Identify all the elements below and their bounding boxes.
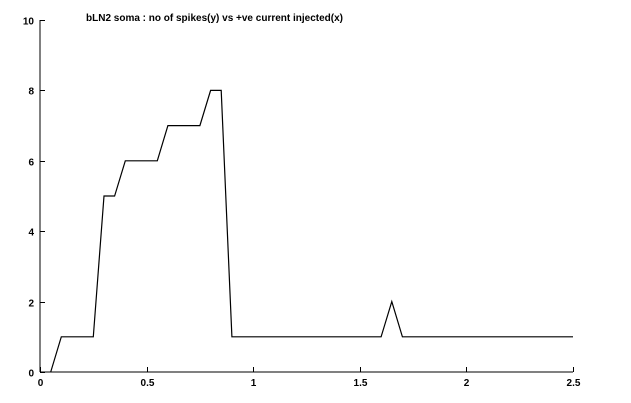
series-line — [50, 89, 573, 373]
x-tick-label: 1.5 — [354, 378, 368, 389]
x-tick-label: 2 — [464, 378, 470, 389]
x-tick-label: 0.5 — [141, 378, 155, 389]
axes: 0 2 4 6 8 10 0 0.5 1 1.5 2 2.5 — [23, 17, 581, 390]
chart-title: bLN2 soma : no of spikes(y) vs +ve curre… — [86, 13, 343, 24]
y-tick-label: 8 — [28, 87, 34, 98]
y-tick-label: 10 — [23, 17, 35, 28]
y-tick-label: 2 — [28, 299, 34, 310]
x-tick-label: 0 — [38, 378, 44, 389]
y-tick-label: 4 — [28, 228, 34, 239]
x-tick-label: 1 — [251, 378, 257, 389]
x-tick-label: 2.5 — [567, 378, 581, 389]
y-tick-label: 6 — [28, 158, 34, 169]
y-tick-label: 0 — [28, 369, 34, 380]
series-layer — [50, 89, 573, 373]
